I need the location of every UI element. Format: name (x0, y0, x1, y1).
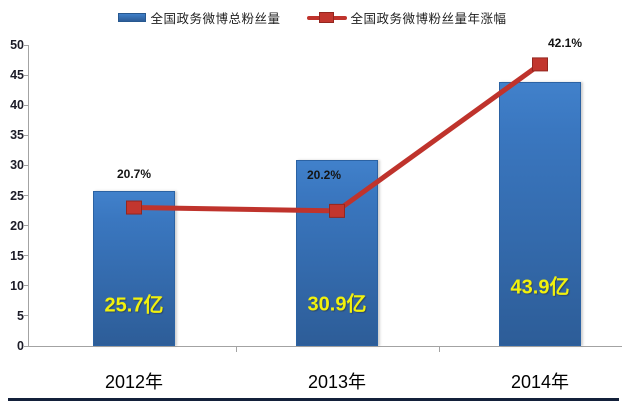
x-axis-tick (235, 347, 237, 352)
bar-series-swatch-icon (118, 13, 147, 22)
y-axis-tick (24, 74, 28, 76)
bar-value-label: 25.7亿 (104, 294, 164, 317)
x-axis-label: 2014年 (510, 372, 570, 392)
y-axis-tick (24, 44, 28, 46)
bar (499, 81, 581, 346)
y-tick-label: 25 (10, 188, 24, 203)
y-axis-tick (24, 164, 28, 166)
bar-value-label: 30.9亿 (307, 293, 367, 316)
y-tick-label: 45 (10, 68, 24, 83)
pct-data-label: 20.7% (116, 166, 152, 181)
x-axis-tick (438, 347, 440, 352)
y-tick-label: 20 (10, 218, 24, 233)
y-axis-tick (24, 315, 28, 317)
y-tick-label: 30 (10, 158, 24, 173)
y-tick-label: 40 (10, 98, 24, 113)
y-axis-tick (24, 134, 28, 136)
line-swatch-square-marker (318, 11, 334, 23)
pct-data-label: 42.1% (547, 36, 583, 51)
legend-item-total-fans: 全国政务微博总粉丝量 (118, 8, 280, 27)
bar (296, 159, 378, 346)
x-axis-label: 2013年 (307, 372, 367, 392)
y-axis-tick (24, 345, 28, 347)
line-point-square-marker (532, 57, 548, 72)
y-axis-tick (24, 195, 28, 196)
y-tick-label: 5 (17, 308, 24, 323)
y-tick-label: 50 (10, 38, 24, 52)
legend-label-total-fans: 全国政务微博总粉丝量 (150, 12, 281, 26)
y-tick-label: 15 (10, 248, 24, 263)
bar-value-label: 43.9亿 (510, 276, 570, 299)
bottom-divider-rule (8, 398, 619, 401)
bar (93, 191, 175, 346)
y-tick-label: 35 (10, 128, 24, 143)
legend-label-growth-rate: 全国政务微博粉丝量年涨幅 (350, 12, 507, 26)
chart-legend: 全国政务微博总粉丝量 全国政务微博粉丝量年涨幅 (0, 8, 625, 27)
y-tick-label: 0 (17, 339, 24, 353)
x-axis-line (28, 346, 622, 347)
x-axis-label: 2012年 (104, 372, 164, 392)
y-axis-tick (24, 104, 28, 106)
y-axis-tick (24, 285, 28, 287)
y-tick-label: 10 (10, 278, 24, 293)
line-series-swatch-icon (306, 11, 347, 25)
y-axis-tick (24, 255, 28, 257)
y-axis-line (28, 45, 29, 346)
y-axis-tick (24, 225, 28, 227)
legend-item-growth-rate: 全国政务微博粉丝量年涨幅 (306, 8, 507, 27)
pct-data-label: 20.2% (306, 167, 342, 182)
